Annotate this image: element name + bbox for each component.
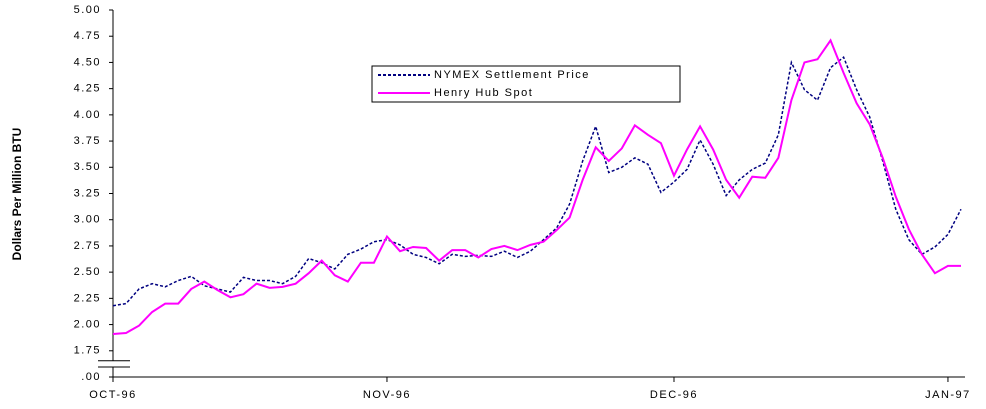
y-tick-label: 3.75	[74, 135, 101, 147]
legend-label: NYMEX Settlement Price	[434, 69, 590, 81]
y-tick-label: 4.50	[74, 56, 101, 68]
x-tick-label: DEC-96	[650, 389, 698, 401]
x-tick-label: OCT-96	[89, 389, 137, 401]
legend-label: Henry Hub Spot	[434, 87, 533, 99]
y-tick-label: 3.00	[74, 214, 101, 226]
y-tick-label: 5.00	[74, 4, 101, 16]
y-axis-label: Dollars Per Million BTU	[10, 128, 24, 261]
y-tick-label: 4.75	[74, 30, 101, 42]
y-tick-label: 1.75	[74, 345, 101, 357]
y-tick-label: 2.00	[74, 318, 101, 330]
line-series	[112, 38, 961, 336]
y-tick-label: 3.25	[74, 187, 101, 199]
legend-box	[371, 65, 681, 103]
y-tick-label: 2.50	[74, 266, 101, 278]
y-tick-label: 2.75	[74, 240, 101, 252]
x-tick-label: NOV-96	[363, 389, 411, 401]
y-tick-label: .00	[81, 371, 101, 383]
y-tick-label: 4.00	[74, 109, 101, 121]
y-tick-label: 3.50	[74, 161, 101, 173]
y-tick-label: 2.25	[74, 292, 101, 304]
line-series	[112, 55, 962, 307]
x-tick-label: JAN-97	[925, 389, 971, 401]
y-tick-label: 4.25	[74, 83, 101, 95]
